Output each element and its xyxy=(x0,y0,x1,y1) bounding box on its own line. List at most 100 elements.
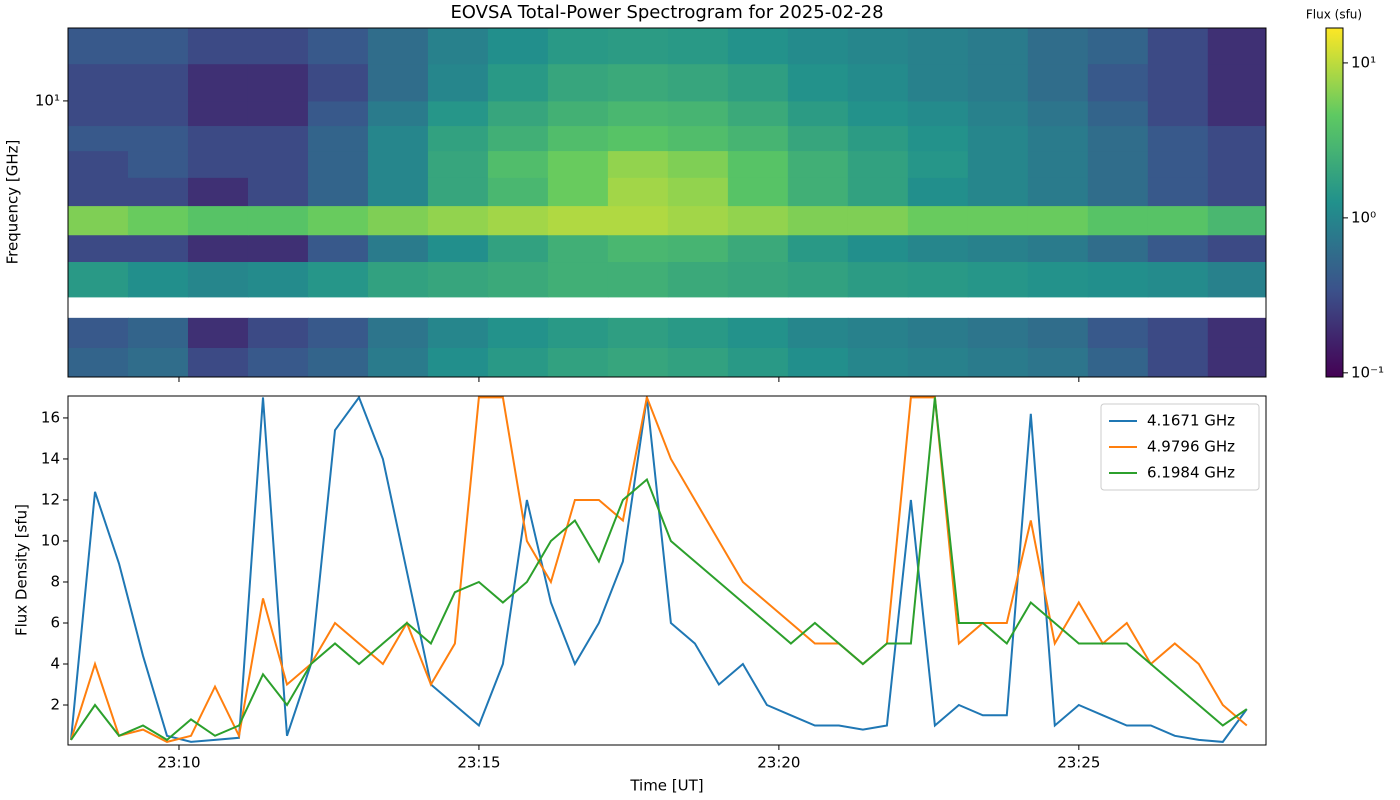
x-tick-label: 23:25 xyxy=(1057,754,1100,772)
heatmap-cell xyxy=(1027,63,1089,102)
heatmap-cell xyxy=(547,205,609,236)
heatmap-cell xyxy=(1027,177,1089,207)
colorbar-tick-label: 10⁰ xyxy=(1351,208,1376,226)
heatmap-cell xyxy=(367,261,429,298)
heatmap-cell xyxy=(427,261,489,298)
heatmap-cell xyxy=(127,234,189,263)
heatmap-cell xyxy=(967,150,1029,178)
heatmap-cell xyxy=(667,317,729,348)
heatmap-cell xyxy=(427,317,489,348)
heatmap-cell xyxy=(1207,205,1267,236)
heatmap-cell xyxy=(187,63,249,102)
heatmap-cell xyxy=(907,234,969,263)
heatmap-cell xyxy=(607,125,669,152)
heatmap-cell xyxy=(547,234,609,263)
heatmap-cell xyxy=(607,261,669,298)
heatmap-cell xyxy=(1087,28,1149,65)
heatmap-cell xyxy=(1087,317,1149,348)
heatmap-cell xyxy=(607,28,669,65)
heatmap-cell xyxy=(247,261,309,298)
heatmap-cell xyxy=(907,100,969,127)
heatmap-cell xyxy=(1087,63,1149,102)
plot-area xyxy=(70,396,1248,743)
heatmap-cell xyxy=(547,125,609,152)
heatmap-cell xyxy=(187,100,249,127)
heatmap-cell xyxy=(667,347,729,378)
heatmap-cell xyxy=(307,261,369,298)
heatmap-cell xyxy=(1147,100,1209,127)
heatmap-cell xyxy=(787,205,849,236)
heatmap-cell xyxy=(127,125,189,152)
heatmap-cell xyxy=(967,125,1029,152)
heatmap-cell xyxy=(787,125,849,152)
heatmap-cell xyxy=(68,205,129,236)
heatmap-cell xyxy=(607,234,669,263)
heatmap-cell xyxy=(127,317,189,348)
heatmap-cell xyxy=(607,100,669,127)
heatmap-cell xyxy=(1147,205,1209,236)
heatmap-cell xyxy=(1027,205,1089,236)
heatmap-cell xyxy=(307,177,369,207)
heatmap-cell xyxy=(847,261,909,298)
heatmap-cell xyxy=(367,28,429,65)
legend-label: 6.1984 GHz xyxy=(1147,464,1235,482)
heatmap-cell xyxy=(127,28,189,65)
heatmap-cell xyxy=(607,347,669,378)
heatmap-cell xyxy=(307,317,369,348)
heatmap-cell xyxy=(247,100,309,127)
heatmap-cell xyxy=(967,261,1029,298)
heatmap-cell xyxy=(1027,100,1089,127)
heatmap-cell xyxy=(907,150,969,178)
heatmap-cell xyxy=(487,125,549,152)
heatmap-cell xyxy=(307,234,369,263)
heatmap-cell xyxy=(547,261,609,298)
heatmap-cell xyxy=(907,177,969,207)
x-tick-label: 23:15 xyxy=(457,754,500,772)
heatmap-cell xyxy=(127,205,189,236)
heatmap-cell xyxy=(1027,261,1089,298)
heatmap-cell xyxy=(547,177,609,207)
heatmap-cell xyxy=(607,177,669,207)
heatmap-cell xyxy=(1087,100,1149,127)
heatmap-cell xyxy=(367,100,429,127)
chart-title: EOVSA Total-Power Spectrogram for 2025-0… xyxy=(450,2,883,23)
heatmap-cell xyxy=(727,28,789,65)
heatmap-cell xyxy=(1027,234,1089,263)
heatmap-cell xyxy=(427,205,489,236)
y-tick-label: 8 xyxy=(50,572,60,590)
heatmap-cell xyxy=(487,150,549,178)
heatmap-cell xyxy=(1207,150,1267,178)
heatmap-cell xyxy=(68,63,129,102)
heatmap-cell xyxy=(847,317,909,348)
heatmap-cell xyxy=(1207,261,1267,298)
heatmap-cell xyxy=(187,125,249,152)
heatmap-cell xyxy=(307,125,369,152)
heatmap-cell xyxy=(487,205,549,236)
heatmap-cell xyxy=(547,100,609,127)
heatmap-cell xyxy=(787,28,849,65)
heatmap-cell xyxy=(1027,28,1089,65)
heatmap-cell xyxy=(667,150,729,178)
heatmap-cell xyxy=(68,234,129,263)
heatmap-cell xyxy=(307,150,369,178)
heatmap-cell xyxy=(907,317,969,348)
heatmap-cell xyxy=(487,28,549,65)
y-tick-label: 14 xyxy=(41,449,60,467)
heatmap-cell xyxy=(1207,317,1267,348)
colorbar-tick-label: 10⁻¹ xyxy=(1351,363,1384,381)
heatmap-cell xyxy=(847,150,909,178)
heatmap-cell xyxy=(787,63,849,102)
heatmap-cell xyxy=(667,205,729,236)
heatmap-cell xyxy=(127,347,189,378)
heatmap-cell xyxy=(307,63,369,102)
heatmap-cell xyxy=(907,28,969,65)
colorbar-tick-label: 10¹ xyxy=(1351,53,1376,71)
heatmap-cell xyxy=(187,261,249,298)
heatmap-cell xyxy=(727,317,789,348)
x-tick-label: 23:20 xyxy=(757,754,800,772)
heatmap-cell xyxy=(367,125,429,152)
heatmap-cell xyxy=(787,261,849,298)
heatmap-cell xyxy=(427,177,489,207)
heatmap-cell xyxy=(727,100,789,127)
